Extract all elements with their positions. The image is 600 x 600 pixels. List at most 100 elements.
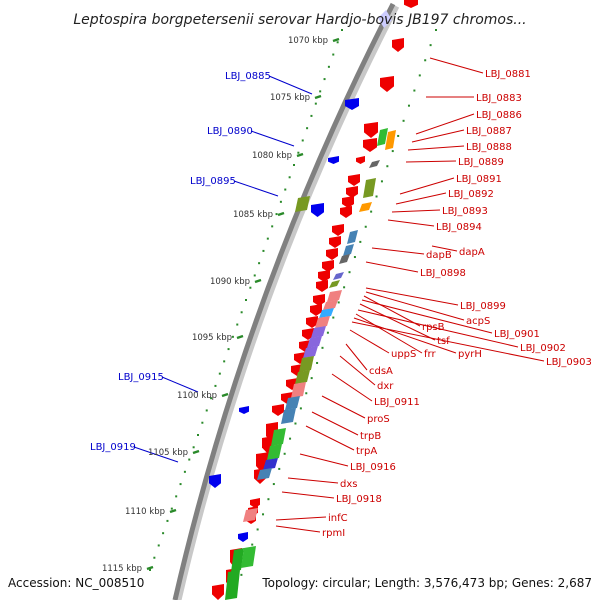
ruler-dot <box>301 139 304 142</box>
scale-tick-label: 1085 kbp <box>233 210 273 220</box>
inner-ruler-dot <box>429 44 432 47</box>
scale-tick-label: 1075 kbp <box>270 93 310 103</box>
leader-line <box>387 219 435 227</box>
function-block <box>319 308 334 318</box>
leader-line <box>353 317 457 354</box>
scale-tick-label: 1070 kbp <box>288 36 328 46</box>
inner-ruler-dot <box>283 452 286 455</box>
ruler-dot <box>288 176 291 179</box>
inner-ruler-dot <box>418 74 421 77</box>
inner-ruler-dot <box>299 407 302 410</box>
ruler-dot <box>162 532 165 535</box>
function-block <box>339 254 350 264</box>
forward-gene <box>302 328 314 340</box>
leader-line <box>359 303 436 341</box>
function-block <box>311 326 326 338</box>
gene-label: LBJ_0899 <box>460 301 506 312</box>
backbone-shadow <box>174 4 400 600</box>
inner-ruler-dot <box>380 180 383 183</box>
function-block <box>295 370 310 384</box>
ruler-dot <box>341 29 343 31</box>
gene-label: LBJ_0895 <box>190 176 236 187</box>
scale-tick <box>192 449 200 455</box>
labels: 1070 kbp 1075 kbp 1080 kbp 1085 kbp 1090 kbp… <box>90 36 592 574</box>
gene-label: pyrH <box>458 349 482 360</box>
function-block <box>267 444 282 460</box>
ruler-dot <box>253 274 256 277</box>
scale-tick <box>221 392 229 398</box>
gene-label: LBJ_0887 <box>466 126 512 137</box>
forward-gene <box>310 304 322 316</box>
gene-label: infC <box>328 513 348 524</box>
gene-label: LBJ_0919 <box>90 442 136 453</box>
ruler-dot <box>279 200 282 203</box>
inner-ruler-dot <box>262 513 265 516</box>
ruler-dot <box>262 249 265 252</box>
ruler-dot <box>157 544 160 547</box>
backbone-line <box>172 2 396 600</box>
forward-gene <box>250 498 260 508</box>
ruler-dot <box>319 90 322 93</box>
inner-ruler-dot <box>337 301 340 304</box>
gene-label: acpS <box>466 316 490 327</box>
leader-line <box>268 75 313 95</box>
reverse-gene <box>328 156 339 164</box>
leader-line <box>405 160 457 163</box>
forward-gene <box>318 270 330 282</box>
leader-line <box>311 411 359 436</box>
ruler-dot <box>149 569 151 571</box>
reverse-gene <box>311 203 324 217</box>
function-block <box>243 508 258 522</box>
inner-ruler-dot <box>256 528 259 531</box>
ruler-dot <box>275 213 278 216</box>
inner-ruler-dot <box>332 316 335 319</box>
leader-line <box>299 453 349 467</box>
scale-tick <box>332 37 340 43</box>
reverse-gene <box>345 98 359 110</box>
inner-ruler-dot <box>343 286 346 289</box>
function-block <box>347 230 358 244</box>
forward-gene <box>348 174 360 186</box>
forward-gene <box>363 138 377 152</box>
leader-line <box>415 113 475 135</box>
inner-ruler-dot <box>435 29 437 31</box>
label-leader-lines <box>133 57 545 533</box>
leader-line <box>321 395 366 419</box>
ruler-dot <box>249 286 252 289</box>
gene-label: dapA <box>459 247 485 258</box>
forward-gene <box>342 196 354 208</box>
inner-ruler-dot <box>364 225 367 228</box>
gene-label: LBJ_0911 <box>374 397 420 408</box>
ruler-dot <box>327 65 330 68</box>
ruler-dot <box>192 446 195 449</box>
gene-label: LBJ_0888 <box>466 142 512 153</box>
leader-line <box>133 446 179 463</box>
function-block <box>271 428 286 446</box>
ruler-dot <box>197 434 199 436</box>
inner-ruler-dot <box>407 104 410 107</box>
function-block <box>327 290 342 302</box>
ruler-dot <box>266 237 269 240</box>
ruler-dot <box>314 102 317 105</box>
gene-label: dapB <box>426 250 452 261</box>
inner-ruler-dot <box>353 256 356 259</box>
function-block <box>377 128 388 146</box>
function-block <box>369 160 380 168</box>
scale-tick <box>296 152 304 158</box>
feature-blocks <box>209 0 418 600</box>
gene-label: LBJ_0892 <box>448 189 494 200</box>
forward-gene <box>404 0 418 8</box>
inner-ruler-dot <box>359 240 362 243</box>
scale-tick-label: 1090 kbp <box>210 277 250 287</box>
gene-label: dxr <box>377 381 394 392</box>
gene-label: LBJ_0898 <box>420 268 466 279</box>
scale-tick-label: 1080 kbp <box>252 151 292 161</box>
forward-gene <box>356 156 365 164</box>
function-block <box>323 300 338 310</box>
gene-label: LBJ_0889 <box>458 157 504 168</box>
gene-label: proS <box>367 414 390 425</box>
leader-line <box>429 57 484 74</box>
gene-label: LBJ_0891 <box>456 174 502 185</box>
gene-label: LBJ_0918 <box>336 494 382 505</box>
leader-line <box>305 425 355 451</box>
